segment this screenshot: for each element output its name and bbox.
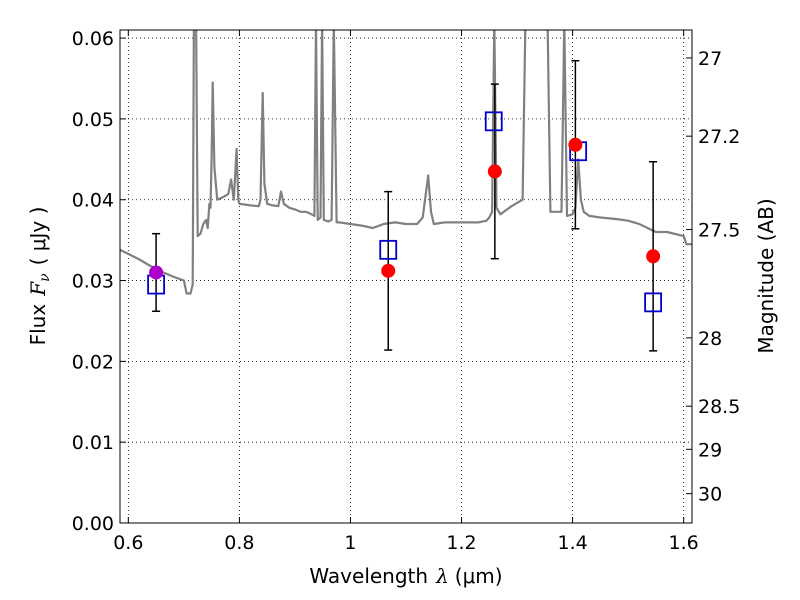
- y-axis-title: Flux Fν ( μJy ): [26, 207, 53, 346]
- y-tick-label: 0.00: [72, 513, 114, 535]
- observed-point-highlight: [149, 265, 164, 280]
- y-axis-title-text: Flux: [26, 304, 50, 346]
- x-tick-label: 0.8: [224, 532, 254, 554]
- y2-tick-label: 28: [698, 328, 722, 350]
- x-tick-label: 1: [344, 532, 356, 554]
- y-axis-unit: ( μJy ): [26, 207, 50, 266]
- y2-tick-label: 27: [698, 48, 722, 70]
- y2-tick-label: 27.2: [698, 126, 740, 148]
- x-tick-label: 1.6: [669, 532, 699, 554]
- y2-tick-label: 28.5: [698, 396, 740, 418]
- x-ticks: 0.6 0.8 1 1.2 1.4 1.6: [113, 30, 699, 554]
- observed-point: [487, 164, 502, 179]
- y2-ticks: 27 27.2 27.5 28 28.5 29 30: [686, 48, 740, 506]
- x-axis-symbol: λ: [435, 564, 449, 588]
- grid-lines: [120, 30, 692, 524]
- x-axis-title-text: Wavelength: [309, 564, 428, 588]
- y-tick-label: 0.01: [72, 432, 114, 454]
- y2-tick-label: 30: [698, 484, 722, 506]
- y-axis-symbol: F: [26, 281, 50, 297]
- x-axis-title: Wavelength λ (μm): [309, 564, 502, 588]
- y-axis-subscript: ν: [37, 273, 53, 282]
- model-photometry-square: [379, 239, 398, 260]
- y-tick-label: 0.06: [72, 28, 114, 50]
- plot-frame: [119, 29, 693, 524]
- observed-point: [381, 263, 396, 278]
- x-tick-label: 1.4: [557, 532, 587, 554]
- y2-tick-label: 27.5: [698, 220, 740, 242]
- model-photometry-square: [644, 292, 663, 313]
- model-spectrum-line: [120, 30, 692, 295]
- y2-tick-label: 29: [698, 439, 722, 461]
- model-photometry-square: [484, 111, 503, 132]
- y2-axis-title: Magnitude (AB): [754, 198, 778, 353]
- marker-layer: [147, 111, 663, 313]
- x-axis-unit: (μm): [455, 564, 503, 588]
- x-tick-label: 0.6: [113, 532, 143, 554]
- model-spectrum-layer: [120, 30, 692, 295]
- y-tick-label: 0.03: [72, 271, 114, 293]
- observed-point: [646, 249, 661, 264]
- y-ticks: 0.00 0.01 0.02 0.03 0.04 0.05 0.06: [72, 28, 126, 535]
- observed-point: [568, 137, 583, 152]
- x-tick-label: 1.2: [446, 532, 476, 554]
- y-tick-label: 0.05: [72, 109, 114, 131]
- y-tick-label: 0.04: [72, 190, 114, 212]
- y-tick-label: 0.02: [72, 351, 114, 373]
